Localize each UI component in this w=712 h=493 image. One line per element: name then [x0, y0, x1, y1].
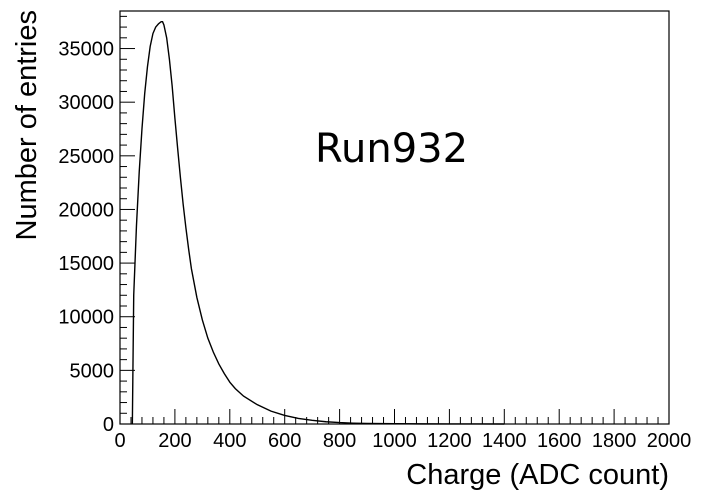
y-tick-label: 25000 [58, 146, 114, 168]
y-tick-label: 35000 [58, 39, 114, 61]
y-tick-label: 10000 [58, 307, 114, 329]
y-tick-label: 20000 [58, 199, 114, 221]
x-tick-label: 2000 [647, 430, 692, 452]
x-tick-label: 1400 [482, 430, 527, 452]
y-tick-label: 5000 [70, 360, 115, 382]
x-tick-label: 1000 [372, 430, 417, 452]
y-tick-label: 30000 [58, 92, 114, 114]
y-tick-label: 15000 [58, 253, 114, 275]
x-tick-label: 1600 [537, 430, 582, 452]
x-axis-ticks: 0 200 400 600 800 1000 1200 1400 1600 1800 2000 [114, 409, 691, 452]
y-axis-ticks: 0 5000 10000 15000 20000 25000 30000 35000 [58, 15, 135, 436]
run-annotation: Run932 [315, 126, 468, 172]
plot-frame [119, 10, 670, 425]
y-axis-title: Number of entries [11, 10, 43, 241]
x-tick-label: 400 [213, 430, 246, 452]
x-tick-label: 800 [323, 430, 356, 452]
x-tick-label: 1800 [592, 430, 637, 452]
x-tick-label: 600 [268, 430, 301, 452]
x-tick-label: 200 [158, 430, 191, 452]
histogram-line [131, 21, 505, 425]
x-tick-label: 1200 [427, 430, 472, 452]
y-tick-label: 0 [103, 414, 114, 436]
x-axis-title: Charge (ADC count) [406, 459, 669, 491]
x-tick-label: 0 [114, 430, 125, 452]
